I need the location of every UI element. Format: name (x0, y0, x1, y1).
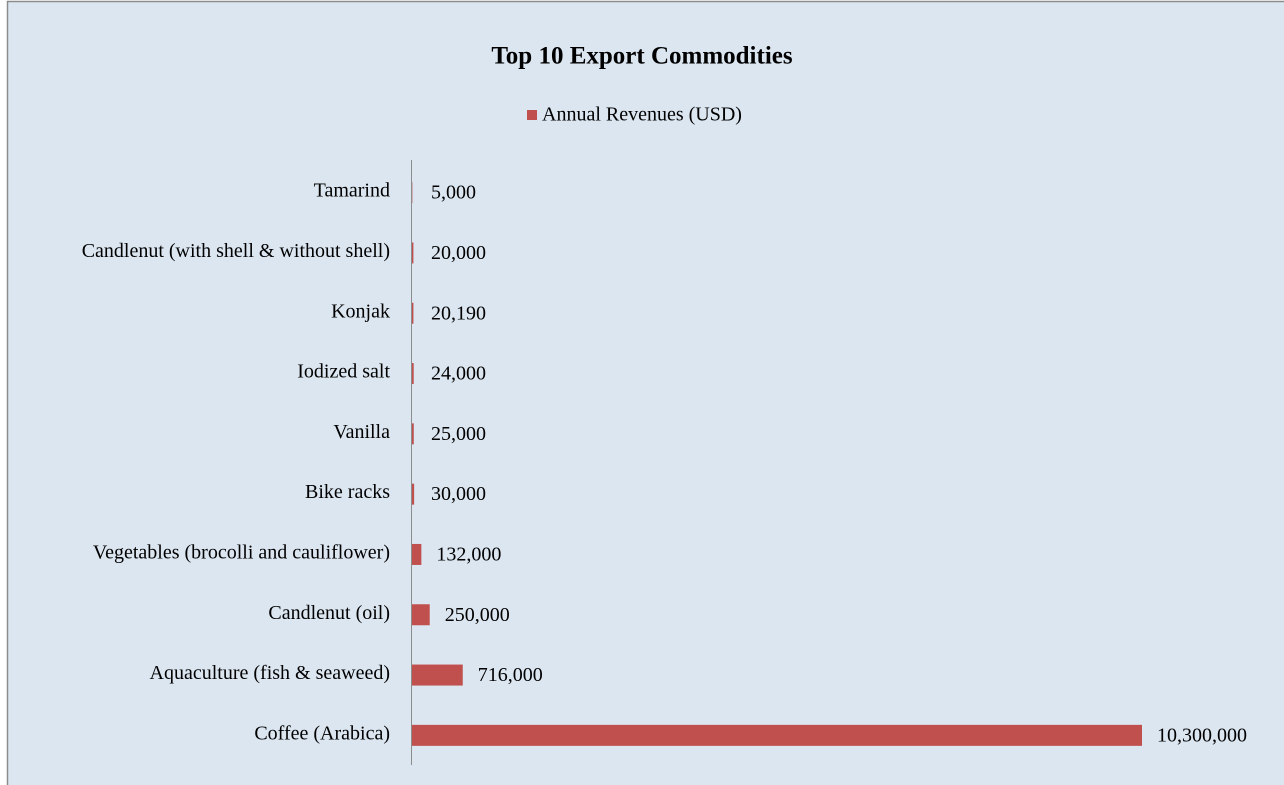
data-label: 24,000 (431, 363, 486, 385)
data-label: 10,300,000 (1157, 724, 1247, 746)
data-label: 30,000 (431, 483, 486, 505)
y-tick-label: Coffee (Arabica) (254, 722, 390, 744)
data-label: 132,000 (436, 544, 501, 566)
data-label: 250,000 (445, 604, 510, 626)
y-tick-label: Candlenut (with shell & without shell) (82, 240, 390, 262)
bar (412, 604, 430, 626)
y-tick-label: Tamarind (314, 180, 390, 202)
bar (412, 543, 422, 565)
y-tick-label: Vanilla (333, 421, 390, 443)
y-tick-label: Candlenut (oil) (268, 602, 390, 624)
y-tick-label: Iodized salt (297, 361, 390, 383)
data-label: 716,000 (478, 664, 543, 686)
data-label: 20,000 (431, 242, 486, 264)
bar (412, 483, 415, 505)
bar (412, 242, 414, 264)
chart-area (6, 0, 1284, 785)
bar (412, 423, 414, 445)
bar (412, 363, 414, 385)
bar (412, 664, 463, 686)
y-tick-label: Vegetables (brocolli and cauliflower) (93, 542, 390, 564)
y-tick-label: Aquaculture (fish & seaweed) (150, 662, 390, 684)
data-label: 20,190 (431, 302, 486, 324)
data-label: 25,000 (431, 423, 486, 445)
chart-title: Top 10 Export Commodities (491, 43, 792, 70)
bar (412, 302, 414, 324)
legend-swatch (527, 110, 537, 120)
y-tick-label: Konjak (331, 300, 390, 322)
y-tick-label: Bike racks (305, 481, 390, 503)
legend-label: Annual Revenues (USD) (542, 104, 742, 126)
data-label: 5,000 (431, 182, 476, 204)
bar (412, 724, 1142, 746)
